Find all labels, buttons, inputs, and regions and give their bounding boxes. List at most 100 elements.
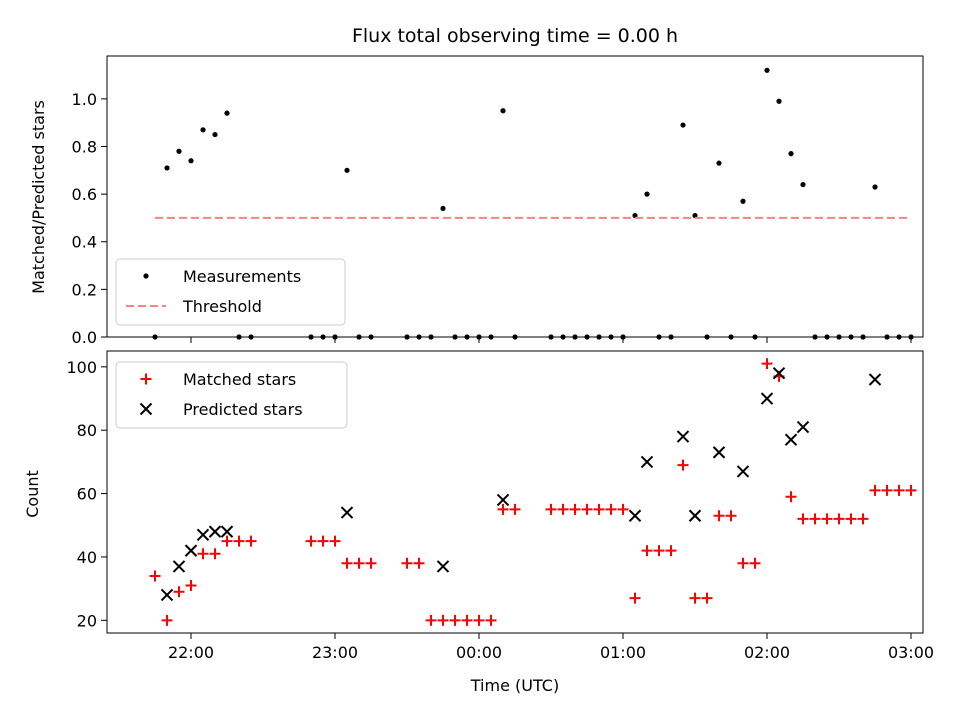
y-tick-label: 100 — [66, 358, 97, 377]
matched-point — [365, 557, 377, 569]
predicted-point — [640, 455, 654, 469]
legend-box — [115, 361, 348, 429]
measurement-point — [176, 148, 182, 154]
matched-point — [677, 459, 689, 471]
measurement-point — [440, 205, 446, 212]
x-tick-label: 02:00 — [744, 643, 790, 662]
matched-point — [713, 510, 725, 522]
measurement-point — [680, 122, 686, 128]
matched-point — [185, 579, 197, 591]
legend: Measurements Threshold — [115, 258, 346, 326]
predicted-point — [712, 446, 726, 459]
matched-point — [197, 548, 209, 560]
measurement-point — [800, 181, 806, 188]
measurement-point — [692, 212, 698, 219]
matched-point — [905, 484, 917, 496]
matched-point — [725, 510, 737, 522]
matched-point — [689, 592, 701, 604]
matched-point — [833, 513, 845, 525]
measurement-point — [716, 160, 722, 166]
predicted-point — [496, 493, 510, 507]
matched-point — [161, 614, 173, 626]
predicted-point — [340, 506, 354, 519]
bottom-panel: 20 40 60 80 100 22:00 23:00 00:00 01:00 02:00 03:0… — [66, 350, 934, 662]
y-tick-label: 0.6 — [72, 185, 97, 204]
legend-swatch — [139, 402, 153, 416]
x-tick-label: 22:00 — [168, 643, 214, 662]
chart-title: Flux total observing time = 0.00 h — [352, 25, 678, 47]
predicted-point — [208, 525, 222, 538]
matched-point — [329, 535, 341, 547]
matched-point — [353, 557, 365, 569]
y-tick-label: 40 — [77, 548, 97, 567]
matched-point — [545, 503, 557, 515]
measurement-point — [344, 167, 350, 173]
axes-frame — [106, 350, 924, 634]
legend-label: Measurements — [183, 267, 301, 286]
matched-point — [341, 557, 353, 569]
matched-point — [245, 535, 257, 547]
measurement-point — [776, 98, 782, 104]
matched-point — [749, 557, 761, 569]
predicted-point — [196, 528, 210, 541]
matched-point — [761, 358, 773, 370]
matched-point — [821, 513, 833, 525]
legend-label: Predicted stars — [183, 400, 303, 419]
legend-swatch — [143, 273, 149, 279]
measurement-point — [644, 191, 650, 197]
matched-point — [617, 503, 629, 515]
measurement-point — [788, 151, 794, 157]
predicted-point — [796, 420, 810, 434]
top-ylabel: Matched/Predicted stars — [29, 100, 48, 294]
matched-point — [485, 614, 497, 626]
matched-point — [437, 614, 449, 626]
measurement-point — [164, 165, 170, 171]
matched-point — [809, 513, 821, 525]
measurement-point — [188, 158, 194, 164]
legend-box — [115, 258, 346, 326]
matched-point — [581, 503, 593, 515]
matched-point — [497, 503, 509, 515]
predicted-point — [736, 465, 750, 478]
predicted-point — [772, 366, 786, 380]
matched-point — [557, 503, 569, 515]
matched-point — [401, 557, 413, 569]
matched-point — [317, 535, 329, 547]
legend-label: Matched stars — [183, 370, 296, 389]
matched-point — [593, 503, 605, 515]
predicted-point — [160, 588, 174, 602]
y-tick-label: 0.4 — [72, 233, 97, 252]
measurement-point — [500, 108, 506, 114]
y-tick-label: 60 — [77, 485, 97, 504]
matched-point — [425, 614, 437, 626]
matched-point — [665, 545, 677, 557]
y-tick-label: 0.2 — [72, 280, 97, 299]
matched-point — [797, 513, 809, 525]
measurement-point — [740, 198, 746, 204]
matched-point — [173, 586, 185, 598]
predicted-point — [172, 560, 186, 573]
matched-point — [737, 557, 749, 569]
matched-point — [629, 592, 641, 604]
bottom-xlabel: Time (UTC) — [470, 676, 559, 695]
matched-point — [221, 535, 233, 547]
matched-point — [701, 592, 713, 604]
matched-point — [413, 557, 425, 569]
y-tick-label: 0.0 — [72, 328, 97, 347]
predicted-point — [868, 373, 882, 386]
predicted-point — [220, 525, 234, 538]
predicted-point — [760, 392, 774, 405]
matched-point — [509, 503, 521, 515]
measurement-point — [212, 131, 218, 138]
measurement-point — [632, 212, 638, 219]
predicted-point — [688, 509, 702, 522]
matched-point — [473, 614, 485, 626]
y-tick-label: 80 — [77, 421, 97, 440]
y-tick-label: 1.0 — [72, 90, 97, 109]
measurement-point — [200, 127, 206, 133]
predicted-point — [628, 509, 642, 522]
matched-point — [653, 545, 665, 557]
matched-point — [209, 548, 221, 560]
x-tick-label: 23:00 — [312, 643, 358, 662]
